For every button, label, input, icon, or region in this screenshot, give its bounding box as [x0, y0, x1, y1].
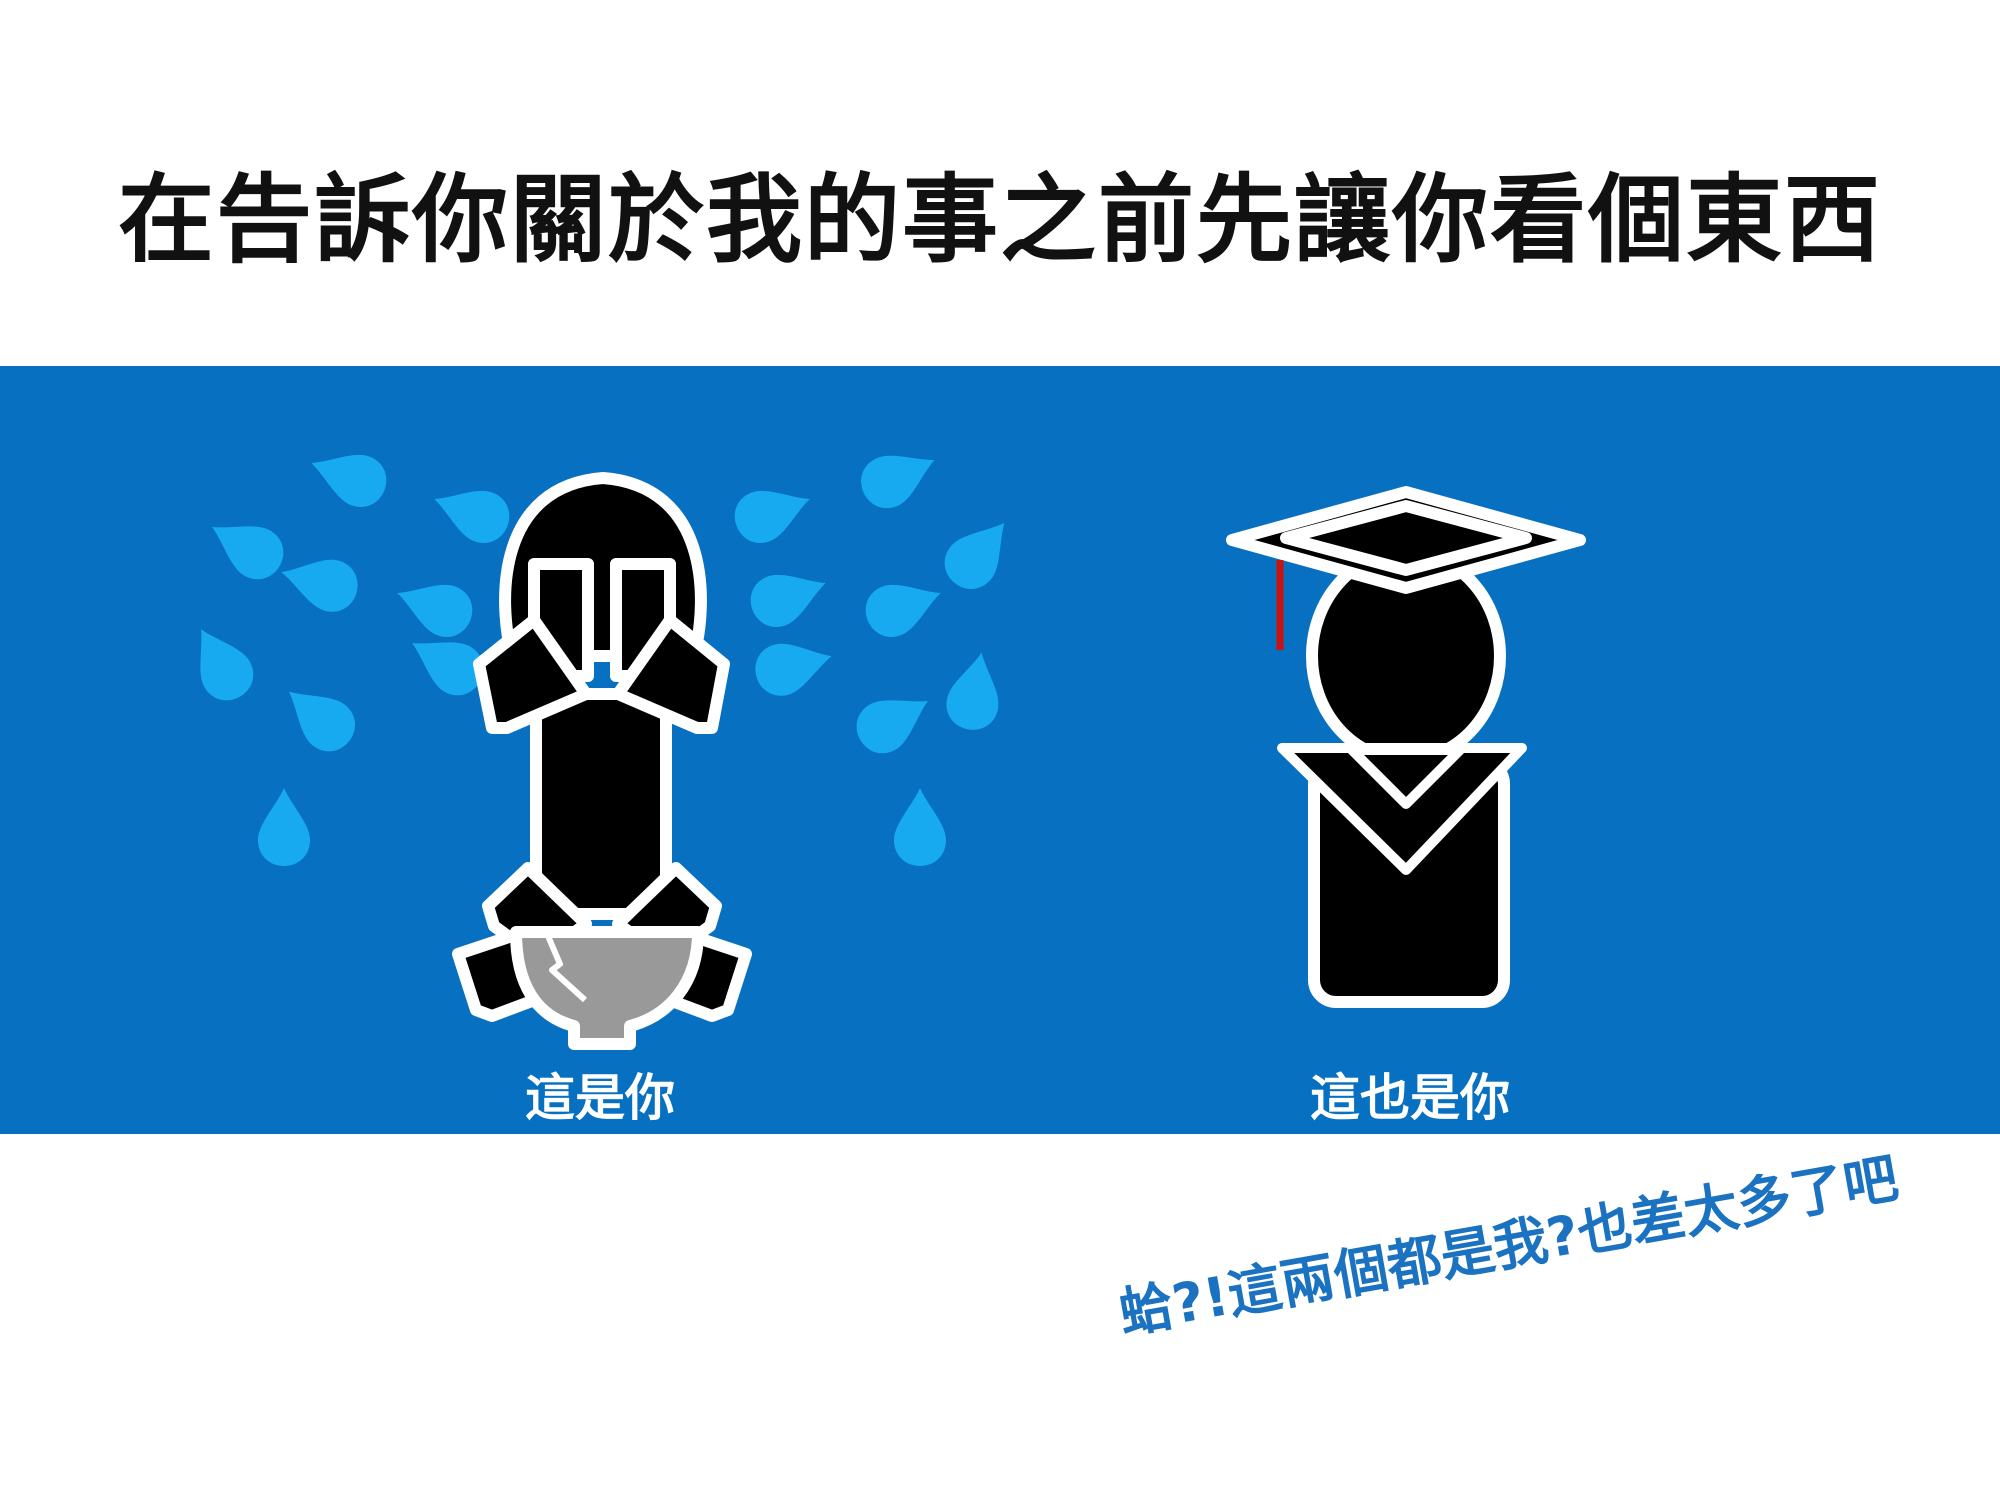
tear-drop-icon	[425, 474, 517, 551]
crying-person-icon	[452, 472, 752, 1050]
tear-drop-icon	[942, 648, 1008, 734]
tear-drop-icon	[858, 568, 950, 645]
tear-drop-icon	[272, 671, 366, 762]
illustration-band: 這是你 這也是你	[0, 366, 2000, 1134]
tear-drop-icon	[727, 474, 819, 551]
tear-drop-icon	[894, 788, 946, 866]
tear-drop-icon	[388, 568, 480, 645]
tear-drop-icon	[934, 506, 1025, 600]
tear-drop-icon	[852, 436, 946, 517]
tear-drop-icon	[274, 547, 364, 618]
tear-drop-icon	[847, 678, 941, 763]
caption-left: 這是你	[525, 1069, 675, 1127]
tear-drop-icon	[178, 616, 263, 710]
remark-text: 蛤?!這兩個都是我?也差太多了吧	[1114, 1146, 1903, 1346]
tear-drop-icon	[743, 558, 835, 635]
caption-right: 這也是你	[1310, 1069, 1510, 1127]
graduate-icon	[1226, 486, 1586, 1008]
tear-drop-icon	[302, 438, 394, 515]
tear-drop-icon	[258, 788, 310, 866]
illustration-canvas	[178, 436, 1586, 1050]
page-title: 在告訴你關於我的事之前先讓你看個東西	[118, 164, 1882, 276]
tear-drop-icon	[749, 631, 839, 702]
tear-drop-icon	[199, 504, 293, 589]
